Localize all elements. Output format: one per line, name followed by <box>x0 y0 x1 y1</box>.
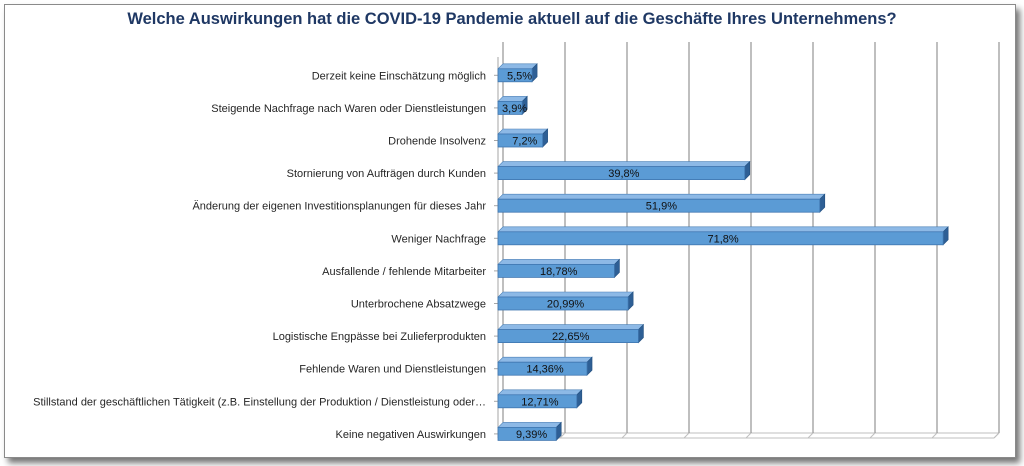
chart-title: Welche Auswirkungen hat die COVID-19 Pan… <box>127 10 897 28</box>
bar-top-face <box>497 259 621 265</box>
data-label: 71,8% <box>707 233 738 245</box>
bar-top-face <box>497 422 562 428</box>
data-label: 3,9% <box>502 103 527 115</box>
bar-top-face <box>497 63 538 70</box>
category-label: Steigende Nachfrage nach Waren oder Dien… <box>211 103 486 115</box>
data-label: 51,9% <box>646 201 677 213</box>
bar-top-face <box>497 389 583 396</box>
data-label: 9,39% <box>516 429 547 441</box>
bar-top-face <box>497 226 949 233</box>
bar <box>497 166 746 181</box>
bar-top-face <box>497 291 634 298</box>
gridline-floor <box>993 432 1000 439</box>
category-label: Stornierung von Aufträgen durch Kunden <box>287 168 486 180</box>
gridline-floor <box>931 432 938 439</box>
bar <box>497 329 639 344</box>
data-label: 7,2% <box>512 136 537 148</box>
category-label: Stillstand der geschäftlichen Tätigkeit … <box>33 396 486 408</box>
bar <box>497 231 944 246</box>
bar <box>497 426 557 441</box>
bar-top-face <box>497 128 549 135</box>
bar-top-face <box>497 193 826 200</box>
bar <box>497 263 615 278</box>
data-label: 39,8% <box>608 168 639 180</box>
category-label: Unterbrochene Absatzwege <box>351 299 486 311</box>
category-label: Logistische Engpässe bei Zulieferprodukt… <box>273 331 486 343</box>
bar <box>497 394 578 409</box>
category-label: Änderung der eigenen Investitionsplanung… <box>192 201 486 213</box>
bar <box>497 361 588 376</box>
data-label: 5,5% <box>507 70 532 82</box>
gridline-floor <box>745 432 752 439</box>
data-label: 22,65% <box>552 331 590 343</box>
bar <box>497 101 523 115</box>
category-label: Fehlende Waren und Dienstleistungen <box>299 364 486 376</box>
data-label: 12,71% <box>521 396 559 408</box>
gridline-floor <box>807 432 814 439</box>
gridline-floor <box>621 432 628 439</box>
data-label: 20,99% <box>547 299 585 311</box>
category-label: Ausfallende / fehlende Mitarbeiter <box>322 266 486 278</box>
bar <box>497 133 544 148</box>
category-label: Drohende Insolvenz <box>388 136 486 148</box>
category-label: Weniger Nachfrage <box>391 233 486 245</box>
bar-top-face <box>497 324 645 330</box>
gridline-floor <box>559 432 566 439</box>
category-label: Keine negativen Auswirkungen <box>336 429 486 441</box>
bar-top-face <box>497 356 593 363</box>
bar-top-face <box>497 161 751 167</box>
data-label: 14,36% <box>526 364 564 376</box>
category-label: Derzeit keine Einschätzung möglich <box>312 70 486 82</box>
bar <box>497 296 629 311</box>
bar <box>497 68 533 83</box>
gridline-floor <box>869 432 876 439</box>
gridline-floor <box>683 432 690 439</box>
data-label: 18,78% <box>540 266 578 278</box>
bar <box>497 198 821 213</box>
